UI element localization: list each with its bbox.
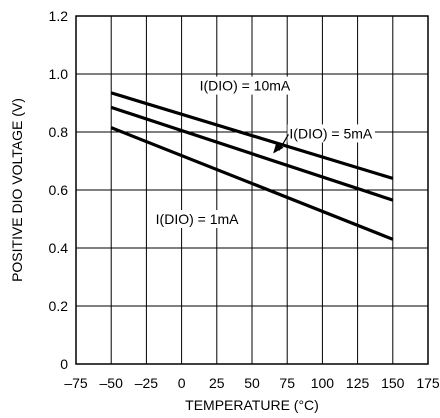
annotation-arrow-head (273, 142, 284, 154)
y-tick-label: 0 (60, 356, 68, 372)
series-line-1 (110, 91, 394, 180)
x-tick-label: 125 (346, 375, 370, 391)
x-tick-label: 0 (178, 375, 186, 391)
x-tick-label: –50 (100, 375, 124, 391)
x-tick-label: –75 (64, 375, 88, 391)
grid-lines (76, 16, 428, 364)
y-tick-label: 1.0 (49, 66, 69, 82)
series-line-2 (110, 105, 394, 202)
y-tick-label: 0.8 (49, 124, 69, 140)
y-tick-label: 0.6 (49, 182, 69, 198)
x-tick-label: 150 (381, 375, 405, 391)
x-tick-labels: –75 –50 –25 0 25 50 75 100 125 150 175 (64, 375, 440, 391)
x-tick-label: 175 (416, 375, 440, 391)
x-tick-label: 25 (209, 375, 225, 391)
series-line-3 (110, 126, 394, 241)
annotations: I(DIO) = 10mA I(DIO) = 5mA I(DIO) = 1mA (153, 76, 375, 228)
annotation-bg (197, 76, 293, 95)
plot-frame (75, 15, 429, 365)
y-tick-label: 0.2 (49, 298, 69, 314)
x-tick-label: 100 (311, 375, 335, 391)
y-tick-labels: 0 0.2 0.4 0.6 0.8 1.0 1.2 (49, 8, 69, 372)
annotation-label-2: I(DIO) = 5mA (289, 125, 373, 141)
annotation-label-1: I(DIO) = 10mA (200, 78, 291, 94)
y-tick-label: 0.4 (49, 240, 69, 256)
x-tick-label: 50 (244, 375, 260, 391)
annotation-bg (287, 124, 375, 143)
series-group (110, 91, 394, 241)
x-axis-label: TEMPERATURE (°C) (185, 397, 319, 413)
annotation-bg (153, 210, 242, 228)
x-tick-label: –25 (135, 375, 159, 391)
y-axis-label: POSITIVE DIO VOLTAGE (V) (9, 98, 25, 282)
annotation-label-3: I(DIO) = 1mA (156, 211, 240, 227)
x-tick-label: 75 (279, 375, 295, 391)
y-tick-label: 1.2 (49, 8, 69, 24)
